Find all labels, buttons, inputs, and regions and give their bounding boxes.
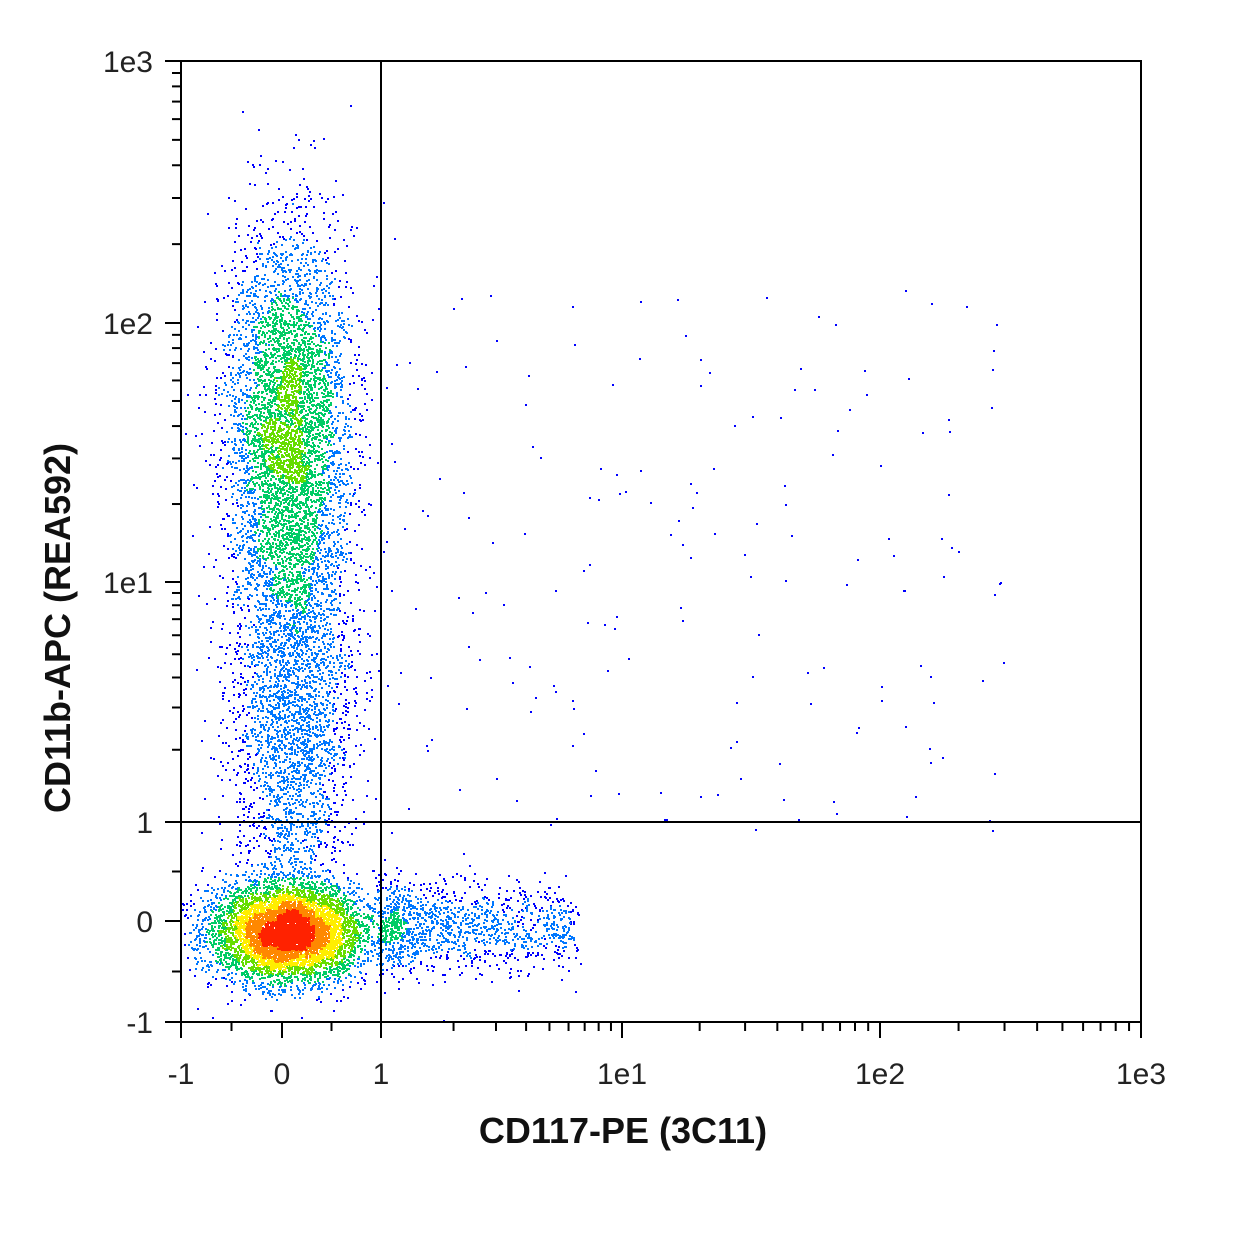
density-dots-level-5 [245,901,331,963]
x-axis: -1 0 1 1e1 1e2 1e3 [168,1022,1166,1091]
y-axis: -1 0 1 1e1 1e2 1e3 [103,46,181,1040]
x-tick-label: 1e3 [1116,1058,1166,1091]
density-dots-level-2 [206,291,407,987]
x-tick-label: 1 [373,1058,390,1091]
y-tick-label: 1 [136,807,153,840]
plot-frame [180,60,1142,1023]
x-tick-label: 1e1 [597,1058,647,1091]
density-dots [182,105,1005,1022]
y-tick-label: 1e1 [103,567,153,600]
x-tick-label: 0 [274,1058,291,1091]
y-tick-label: 1e3 [103,46,153,79]
y-tick-label: 0 [136,906,153,939]
density-dots-level-4 [233,893,343,971]
y-tick-label: 1e2 [103,308,153,341]
y-tick-label: -1 [126,1007,153,1040]
density-dots-level-3 [218,357,362,975]
x-axis-title: CD117-PE (3C11) [479,1110,767,1151]
x-tick-label: 1e2 [855,1058,905,1091]
density-dots-level-6 [258,909,315,951]
y-axis-title: CD11b-APC (REA592) [37,443,78,813]
x-tick-label: -1 [168,1058,195,1091]
